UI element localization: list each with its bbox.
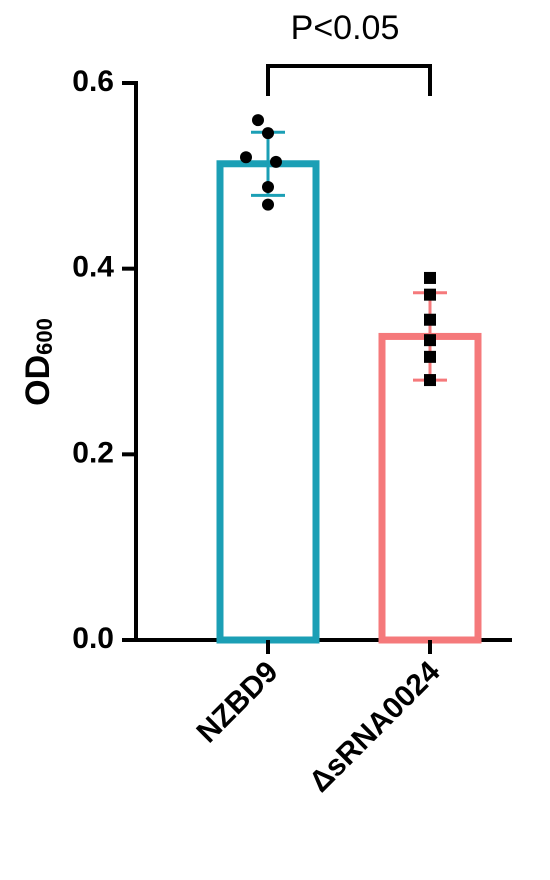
data-point xyxy=(240,151,252,164)
x-tick-label: ΔsRNA0024 xyxy=(303,655,447,799)
y-tick-label: 0.2 xyxy=(72,436,114,469)
data-point xyxy=(424,350,436,363)
data-point xyxy=(424,288,436,301)
bar xyxy=(216,160,320,644)
significance-label: P<0.05 xyxy=(291,9,400,47)
y-label-subscript: 600 xyxy=(32,318,57,355)
data-point xyxy=(262,180,274,193)
significance-bracket xyxy=(266,64,432,96)
data-point xyxy=(262,198,274,211)
x-tick-label: NZBD9 xyxy=(190,655,284,749)
y-label-main: OD xyxy=(19,355,57,406)
data-point xyxy=(424,374,436,387)
data-point xyxy=(424,334,436,347)
y-axis-label: OD600 xyxy=(19,318,57,406)
data-point xyxy=(424,313,436,326)
data-point xyxy=(424,271,436,284)
y-tick-label: 0.6 xyxy=(72,65,114,98)
data-point xyxy=(270,155,282,168)
y-tick-label: 0.4 xyxy=(72,251,114,284)
data-point xyxy=(252,114,264,127)
data-point xyxy=(262,127,274,140)
y-tick-label: 0.0 xyxy=(72,622,114,655)
